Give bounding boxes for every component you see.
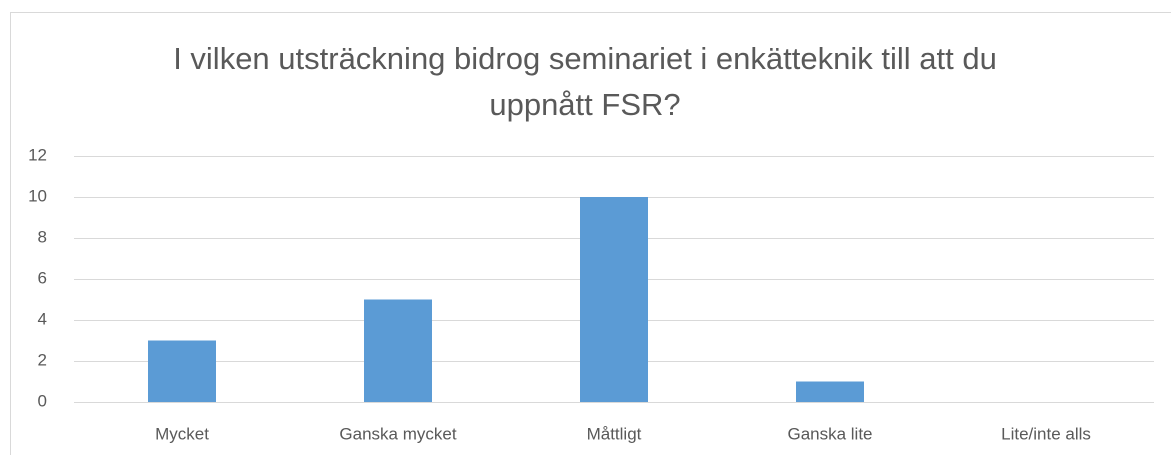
y-tick-label: 0 bbox=[38, 391, 47, 410]
y-tick-label: 12 bbox=[28, 145, 47, 164]
chart-title: I vilken utsträckning bidrog seminariet … bbox=[173, 41, 997, 122]
bar bbox=[364, 299, 432, 402]
y-tick-label: 6 bbox=[38, 268, 47, 287]
x-tick-label: Lite/inte alls bbox=[1001, 424, 1091, 443]
y-tick-label: 10 bbox=[28, 186, 47, 205]
x-tick-label: Ganska lite bbox=[787, 424, 872, 443]
bar bbox=[148, 340, 216, 402]
y-tick-label: 2 bbox=[38, 350, 47, 369]
y-tick-label: 4 bbox=[38, 309, 47, 328]
x-tick-label: Ganska mycket bbox=[339, 424, 456, 443]
x-tick-label: Måttligt bbox=[587, 424, 642, 443]
y-tick-label: 8 bbox=[38, 227, 47, 246]
x-tick-label: Mycket bbox=[155, 424, 209, 443]
bar bbox=[796, 381, 864, 402]
bar bbox=[580, 197, 648, 402]
